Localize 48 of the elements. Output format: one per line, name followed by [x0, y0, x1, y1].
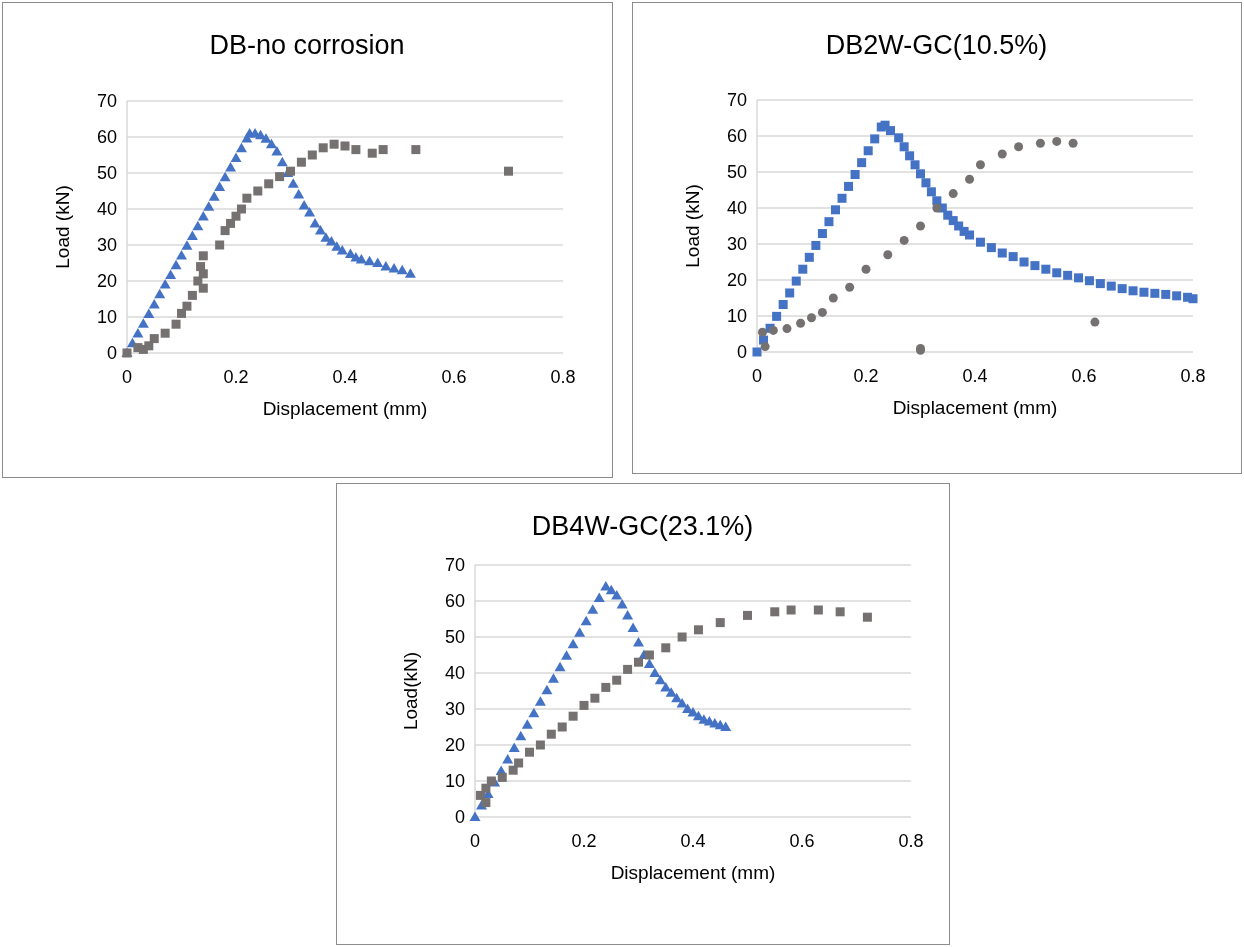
y-tick-label: 50	[444, 627, 465, 648]
y-tick-label: 70	[726, 90, 747, 111]
chart-title: DB2W-GC(10.5%)	[825, 30, 1048, 60]
x-tick-label: 0.8	[1180, 366, 1206, 386]
y-tick-label: 30	[444, 699, 465, 720]
x-tick-label: 0	[121, 367, 133, 387]
x-axis-title: Displacement (mm)	[892, 397, 1058, 418]
y-tick-label: 60	[444, 591, 465, 612]
y-tick-label: 30	[726, 234, 747, 255]
y-tick-label: 30	[96, 235, 117, 256]
x-axis-title: Displacement (mm)	[610, 862, 776, 883]
y-axis-title: Load (kN)	[682, 184, 703, 268]
x-tick-label: 0.8	[898, 831, 924, 851]
x-tick-label: 0.2	[571, 831, 597, 851]
x-tick-label: 0.6	[1071, 366, 1097, 386]
y-tick-label: 10	[726, 306, 747, 327]
y-tick-label: 60	[726, 126, 747, 147]
x-tick-label: 0.6	[441, 367, 467, 387]
x-tick-label: 0.8	[550, 367, 576, 387]
y-axis-title: Load (kN)	[52, 185, 73, 269]
y-tick-label: 60	[96, 127, 117, 148]
y-tick-label: 0	[736, 342, 747, 363]
y-tick-label: 0	[106, 343, 117, 364]
y-axis-title: Load(kN)	[400, 651, 421, 731]
x-tick-label: 0.4	[680, 831, 706, 851]
x-tick-label: 0.4	[962, 366, 988, 386]
x-tick-label: 0	[469, 831, 481, 851]
y-tick-label: 20	[726, 270, 747, 291]
x-tick-label: 0	[751, 366, 763, 386]
y-tick-label: 20	[96, 271, 117, 292]
y-tick-label: 50	[726, 162, 747, 183]
y-tick-label: 70	[96, 91, 117, 112]
y-tick-label: 40	[444, 663, 465, 684]
y-tick-label: 20	[444, 735, 465, 756]
chart-title: DB-no corrosion	[209, 30, 405, 60]
y-tick-label: 0	[454, 807, 465, 828]
x-tick-label: 0.4	[332, 367, 358, 387]
x-tick-label: 0.6	[789, 831, 815, 851]
y-tick-label: 40	[726, 198, 747, 219]
y-tick-label: 10	[444, 771, 465, 792]
chart-title: DB4W-GC(23.1%)	[531, 511, 754, 541]
y-tick-label: 10	[96, 307, 117, 328]
y-tick-label: 50	[96, 163, 117, 184]
x-axis-title: Displacement (mm)	[262, 398, 428, 419]
y-tick-label: 70	[444, 555, 465, 576]
x-tick-label: 0.2	[223, 367, 249, 387]
x-tick-label: 0.2	[853, 366, 879, 386]
y-tick-label: 40	[96, 199, 117, 220]
